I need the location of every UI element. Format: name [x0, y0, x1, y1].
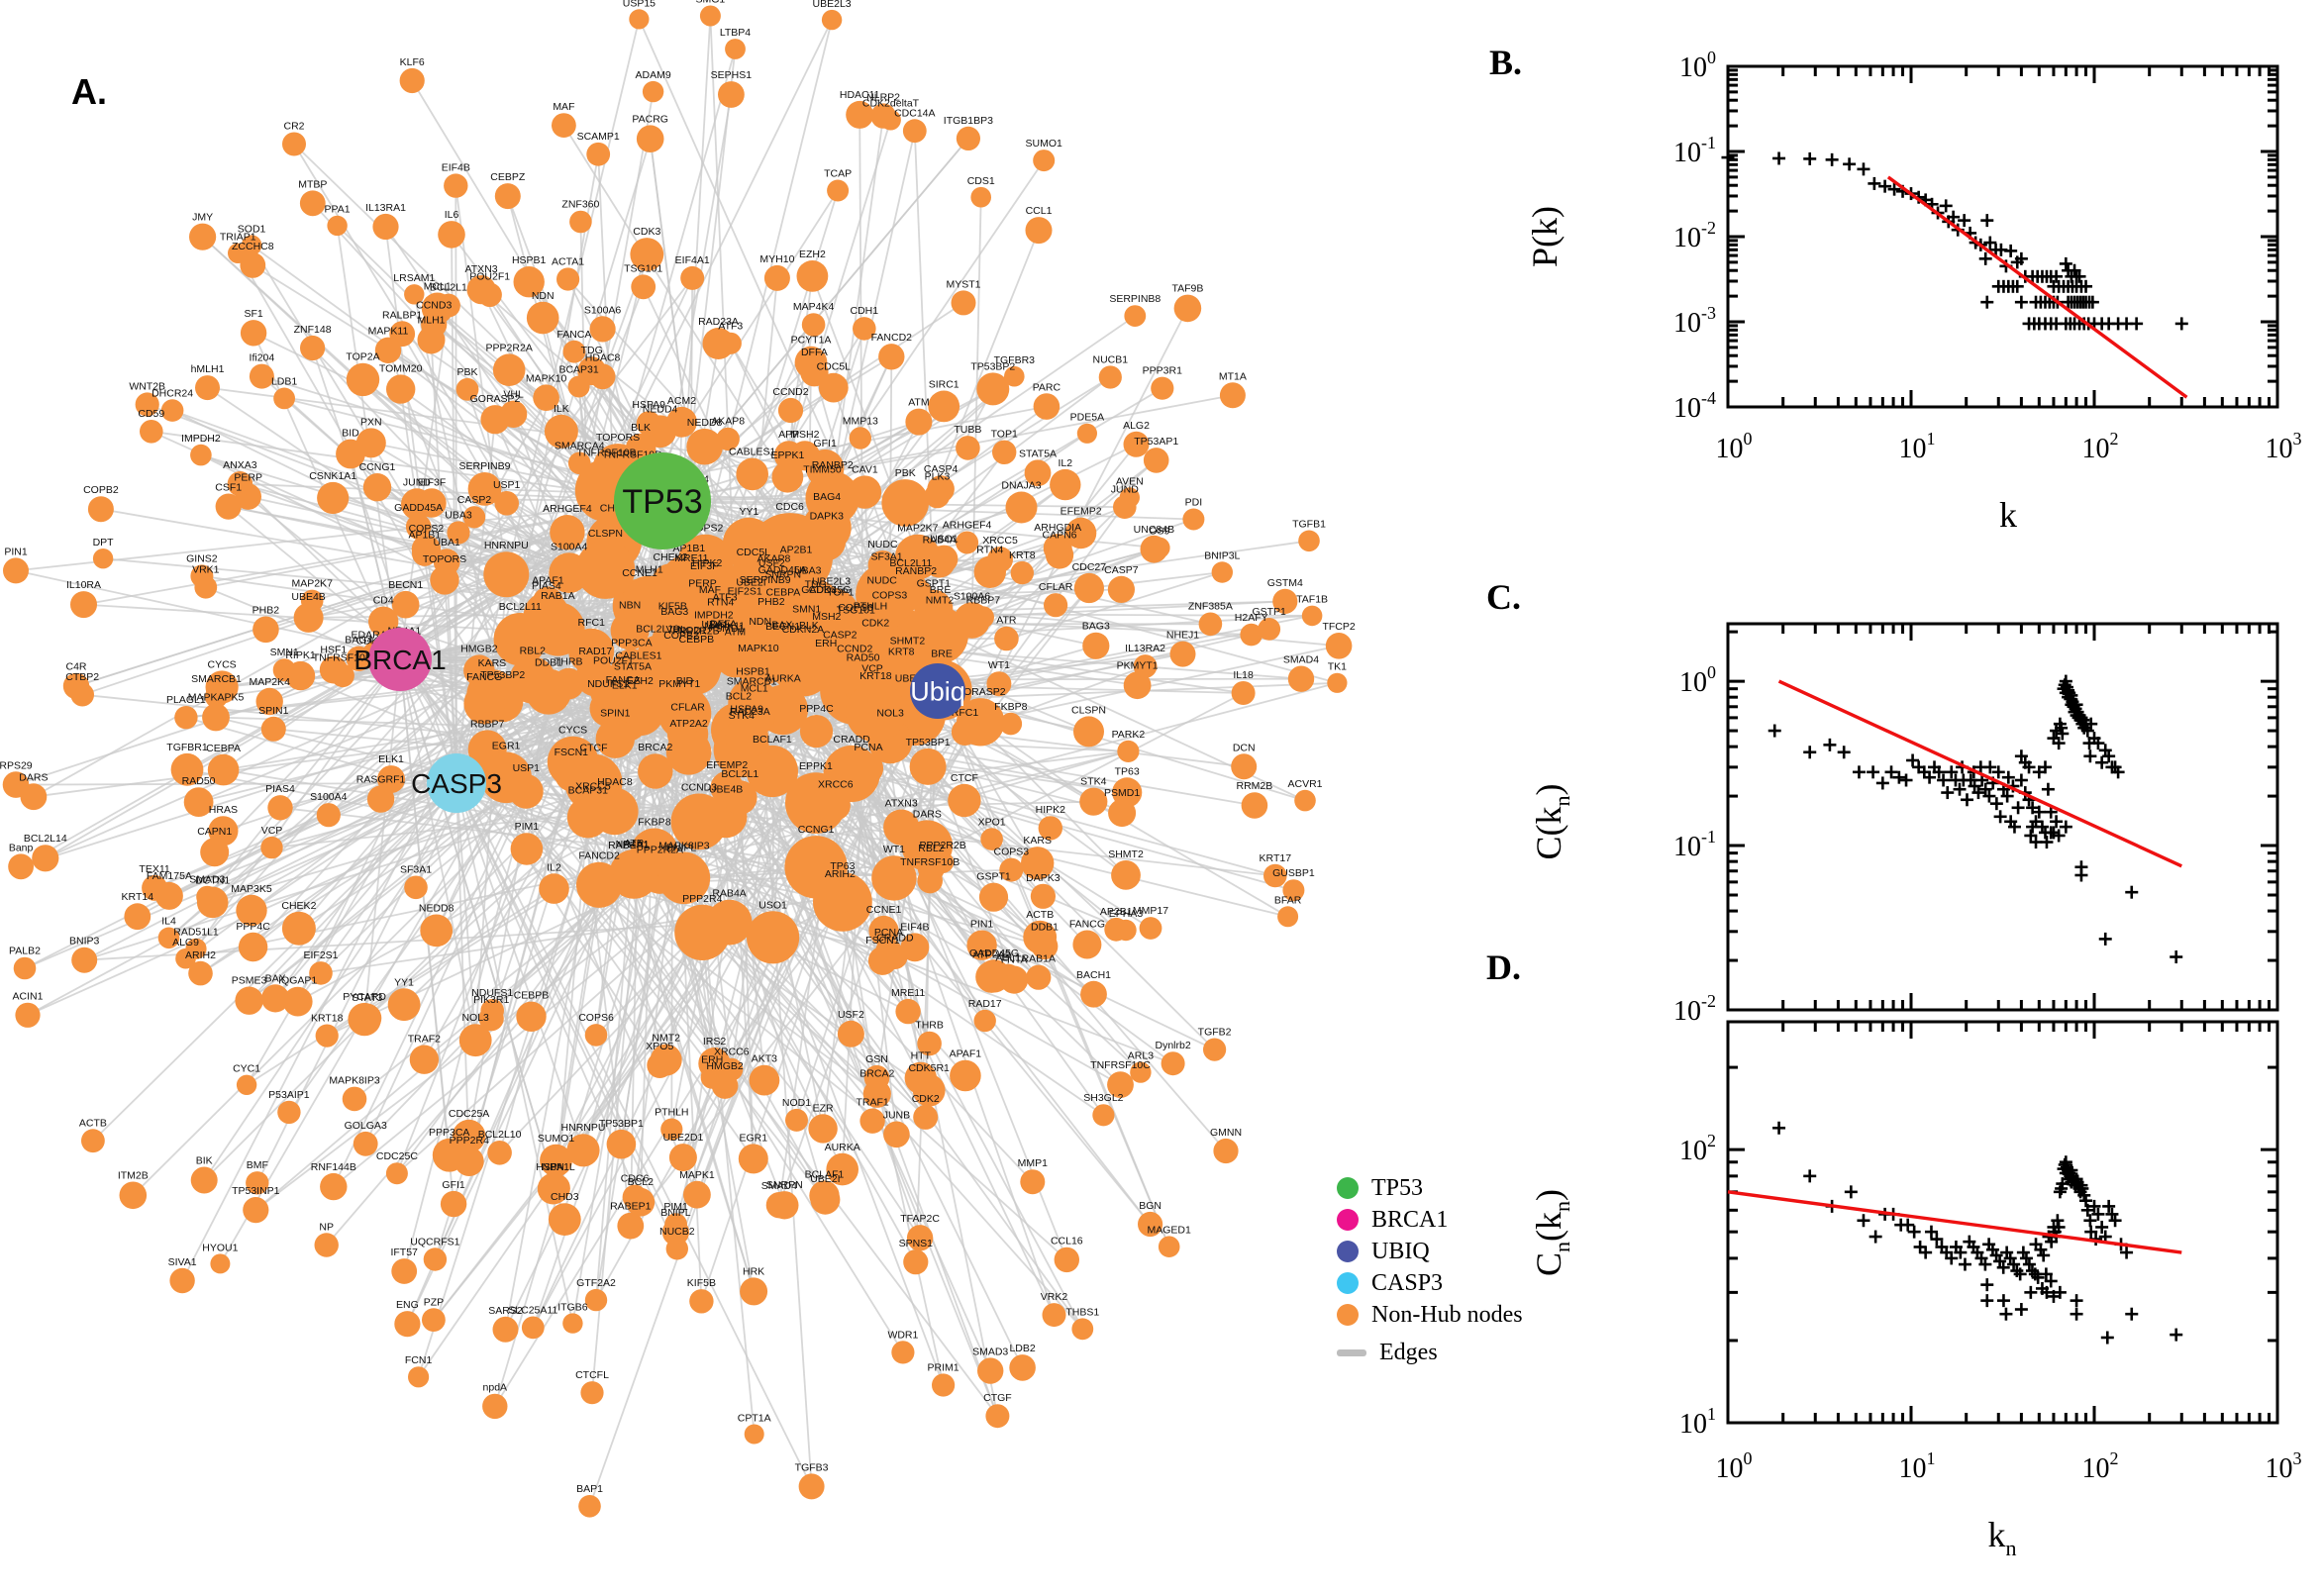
svg-text:10-2: 10-2: [1673, 218, 1716, 253]
casp3-swatch-icon: [1337, 1272, 1359, 1294]
legend-label-nonhub: Non-Hub nodes: [1371, 1301, 1523, 1328]
legend-item-tp53: TP53: [1337, 1172, 1523, 1204]
panel-label-c: C.: [1486, 577, 1521, 617]
legend-label-brca1: BRCA1: [1371, 1206, 1449, 1233]
legend: TP53 BRCA1 UBIQ CASP3 Non-Hub nodes Edge…: [1337, 1172, 1523, 1368]
network-hubs: TP53 BRCA1 Ubiq CASP3: [354, 452, 965, 813]
ubiq-swatch-icon: [1337, 1241, 1359, 1262]
svg-text:100: 100: [1679, 662, 1716, 698]
hub-label-ubiq: Ubiq: [910, 676, 965, 706]
svg-text:103: 103: [2266, 429, 2302, 464]
plot-b-fit-line: [1886, 175, 2188, 399]
svg-text:C(kn​): C(kn​): [1529, 784, 1574, 860]
svg-text:101: 101: [1899, 429, 1936, 464]
hub-ubiq: Ubiq: [910, 663, 965, 719]
plot-d-points: [1772, 1121, 2183, 1345]
legend-item-nonhub: Non-Hub nodes: [1337, 1299, 1523, 1331]
plot-d-fit-line: [1727, 1190, 2182, 1254]
panel-label-d: D.: [1486, 948, 1521, 987]
nonhub-swatch-icon: [1337, 1304, 1359, 1326]
legend-item-ubiq: UBIQ: [1337, 1236, 1523, 1267]
legend-label-casp3: CASP3: [1371, 1269, 1444, 1296]
svg-text:102: 102: [1679, 1131, 1716, 1166]
network-node-labels: USF2CDC6COPS6CCND2COPS2COPS3SNRPNCDK3UBA…: [0, 0, 1356, 1495]
legend-label-ubiq: UBIQ: [1371, 1238, 1430, 1264]
legend-item-casp3: CASP3: [1337, 1267, 1523, 1299]
panel-label-a: A.: [71, 71, 107, 112]
hub-casp3: CASP3: [411, 753, 502, 813]
svg-text:10-1: 10-1: [1673, 133, 1716, 168]
hub-tp53: TP53: [614, 452, 711, 549]
svg-text:102: 102: [2082, 1448, 2119, 1484]
plot-c: 100 10-1 10-2 C(kn​): [1529, 622, 2279, 1027]
edges-swatch-icon: [1337, 1348, 1366, 1356]
hub-brca1: BRCA1: [354, 628, 447, 691]
network-panel: USF2CDC6COPS6CCND2COPS2COPS3SNRPNCDK3UBA…: [0, 0, 1356, 1518]
svg-text:P(k): P(k): [1525, 206, 1565, 267]
hub-label-tp53: TP53: [622, 483, 702, 521]
svg-text:100: 100: [1679, 48, 1716, 83]
svg-text:10-1: 10-1: [1673, 827, 1716, 862]
hub-label-brca1: BRCA1: [354, 645, 446, 675]
legend-item-edges: Edges: [1337, 1337, 1523, 1368]
svg-text:k: k: [1999, 495, 2017, 535]
legend-label-tp53: TP53: [1371, 1174, 1424, 1201]
plot-c-fit-line: [1777, 679, 2182, 868]
hub-label-casp3: CASP3: [411, 768, 502, 799]
svg-text:101: 101: [1899, 1448, 1936, 1484]
svg-text:102: 102: [2082, 429, 2119, 464]
svg-text:10-4: 10-4: [1673, 388, 1716, 424]
svg-text:kn​: kn​: [1988, 1515, 2017, 1560]
panel-label-b: B.: [1489, 43, 1523, 82]
svg-text:10-3: 10-3: [1673, 303, 1716, 339]
plot-c-points: [1768, 674, 2183, 964]
svg-text:101: 101: [1679, 1404, 1716, 1440]
legend-label-edges: Edges: [1379, 1339, 1438, 1365]
svg-text:100: 100: [1716, 1448, 1753, 1484]
brca1-swatch-icon: [1337, 1209, 1359, 1231]
tp53-swatch-icon: [1337, 1177, 1359, 1199]
plot-b-points: [1721, 150, 2188, 331]
svg-text:103: 103: [2266, 1448, 2302, 1484]
legend-item-brca1: BRCA1: [1337, 1204, 1523, 1236]
network-nodes: [2, 5, 1353, 1518]
svg-text:10-2: 10-2: [1673, 991, 1716, 1027]
svg-text:Cn​(kn​): Cn​(kn​): [1529, 1189, 1574, 1276]
plot-b: 100 101 102 103 100 10-1 10-2 10-3 10-4 k P(k): [1525, 48, 2302, 535]
svg-text:100: 100: [1716, 429, 1753, 464]
